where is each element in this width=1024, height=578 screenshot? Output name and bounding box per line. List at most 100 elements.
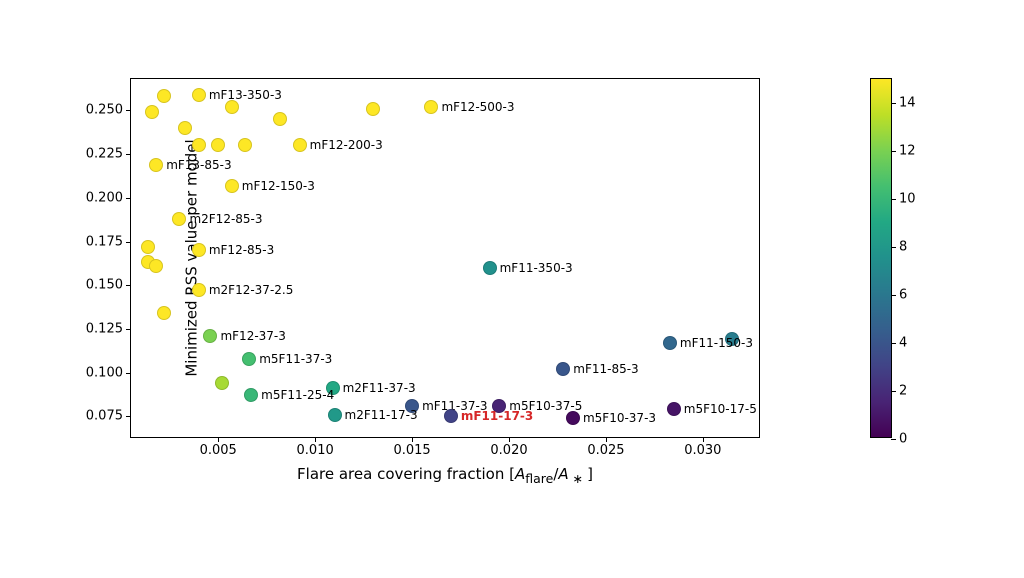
colorbar-tick-label: 12 (899, 144, 916, 159)
y-tick (126, 242, 131, 243)
colorbar-tick (891, 343, 896, 344)
scatter-point (178, 121, 192, 135)
scatter-point (192, 283, 206, 297)
scatter-point (149, 259, 163, 273)
point-label: mF12-85-3 (209, 243, 274, 257)
point-label: mF11-17-3 (461, 409, 533, 423)
xlabel-sub: ∗ (569, 471, 587, 486)
scatter-point (238, 138, 252, 152)
scatter-point (366, 102, 380, 116)
scatter-point (157, 306, 171, 320)
scatter-point (556, 362, 570, 376)
x-tick (606, 437, 607, 442)
x-tick (315, 437, 316, 442)
scatter-point (149, 158, 163, 172)
y-tick-label: 0.075 (86, 409, 123, 424)
y-tick-label: 0.225 (86, 147, 123, 162)
scatter-point (157, 89, 171, 103)
y-tick (126, 154, 131, 155)
point-label: m5F11-37-3 (259, 352, 332, 366)
point-label: mF12-150-3 (242, 179, 315, 193)
x-tick-label: 0.020 (490, 443, 527, 458)
y-tick-label: 0.175 (86, 234, 123, 249)
point-label: m2F11-37-3 (343, 381, 416, 395)
xlabel-text: ] (587, 465, 593, 483)
point-label: mF12-500-3 (441, 100, 514, 114)
scatter-point (192, 243, 206, 257)
x-tick (509, 437, 510, 442)
colorbar-tick-label: 8 (899, 240, 907, 255)
point-label: m2F11-17-3 (345, 408, 418, 422)
scatter-point (215, 376, 229, 390)
scatter-point (244, 388, 258, 402)
point-label: mF11-85-3 (573, 362, 638, 376)
colorbar-tick (891, 391, 896, 392)
point-label: mF12-200-3 (310, 138, 383, 152)
scatter-point (328, 408, 342, 422)
xlabel-sub: flare (525, 471, 553, 486)
y-tick-label: 0.150 (86, 278, 123, 293)
scatter-point (663, 336, 677, 350)
colorbar-tick (891, 103, 896, 104)
scatter-point (424, 100, 438, 114)
xlabel-text: Flare area covering fraction [ (297, 465, 515, 483)
point-label: mF11-350-3 (500, 261, 573, 275)
y-tick (126, 329, 131, 330)
y-tick-label: 0.100 (86, 365, 123, 380)
colorbar-tick (891, 439, 896, 440)
colorbar-tick-label: 4 (899, 336, 907, 351)
y-tick-label: 0.200 (86, 190, 123, 205)
x-tick (218, 437, 219, 442)
scatter-point (566, 411, 580, 425)
xlabel-italic: A (515, 465, 525, 483)
colorbar-wrap: 02468101214 Relative beam strength (870, 78, 892, 438)
scatter-point (145, 105, 159, 119)
point-label: mF12-37-3 (220, 329, 285, 343)
colorbar-tick-label: 2 (899, 384, 907, 399)
point-label: mF13-85-3 (166, 158, 231, 172)
scatter-point (273, 112, 287, 126)
x-tick-label: 0.005 (200, 443, 237, 458)
y-tick-label: 0.125 (86, 321, 123, 336)
y-tick (126, 198, 131, 199)
colorbar-tick (891, 151, 896, 152)
colorbar-tick-label: 10 (899, 192, 916, 207)
colorbar-tick-label: 6 (899, 288, 907, 303)
scatter-point (225, 100, 239, 114)
scatter-point (293, 138, 307, 152)
y-tick (126, 416, 131, 417)
chart-stage: Minimized RSS value per model Flare area… (0, 0, 1024, 578)
scatter-point (192, 88, 206, 102)
point-label: mF11-150-3 (680, 336, 753, 350)
scatter-point (242, 352, 256, 366)
scatter-point (667, 402, 681, 416)
y-axis-label: Minimized RSS value per model (183, 139, 201, 376)
colorbar-tick (891, 295, 896, 296)
colorbar-tick (891, 247, 896, 248)
colorbar-tick-label: 14 (899, 96, 916, 111)
point-label: m2F12-85-3 (189, 212, 262, 226)
x-tick-label: 0.030 (684, 443, 721, 458)
x-tick-label: 0.015 (393, 443, 430, 458)
colorbar: 02468101214 (870, 78, 892, 438)
point-label: m2F12-37-2.5 (209, 283, 294, 297)
y-tick (126, 110, 131, 111)
x-tick (412, 437, 413, 442)
scatter-plot: Minimized RSS value per model Flare area… (130, 78, 760, 438)
point-label: m5F11-25-4 (261, 388, 334, 402)
x-tick (703, 437, 704, 442)
colorbar-tick-label: 0 (899, 432, 907, 447)
point-label: m5F10-17-5 (684, 402, 757, 416)
scatter-point (141, 240, 155, 254)
scatter-point (483, 261, 497, 275)
scatter-point (172, 212, 186, 226)
y-tick-label: 0.250 (86, 103, 123, 118)
scatter-point (225, 179, 239, 193)
x-tick-label: 0.010 (297, 443, 334, 458)
x-tick-label: 0.025 (587, 443, 624, 458)
xlabel-italic: A (558, 465, 568, 483)
scatter-point (192, 138, 206, 152)
point-label: m5F10-37-3 (583, 411, 656, 425)
scatter-point (203, 329, 217, 343)
x-axis-label: Flare area covering fraction [Aflare/A ∗… (297, 465, 593, 486)
